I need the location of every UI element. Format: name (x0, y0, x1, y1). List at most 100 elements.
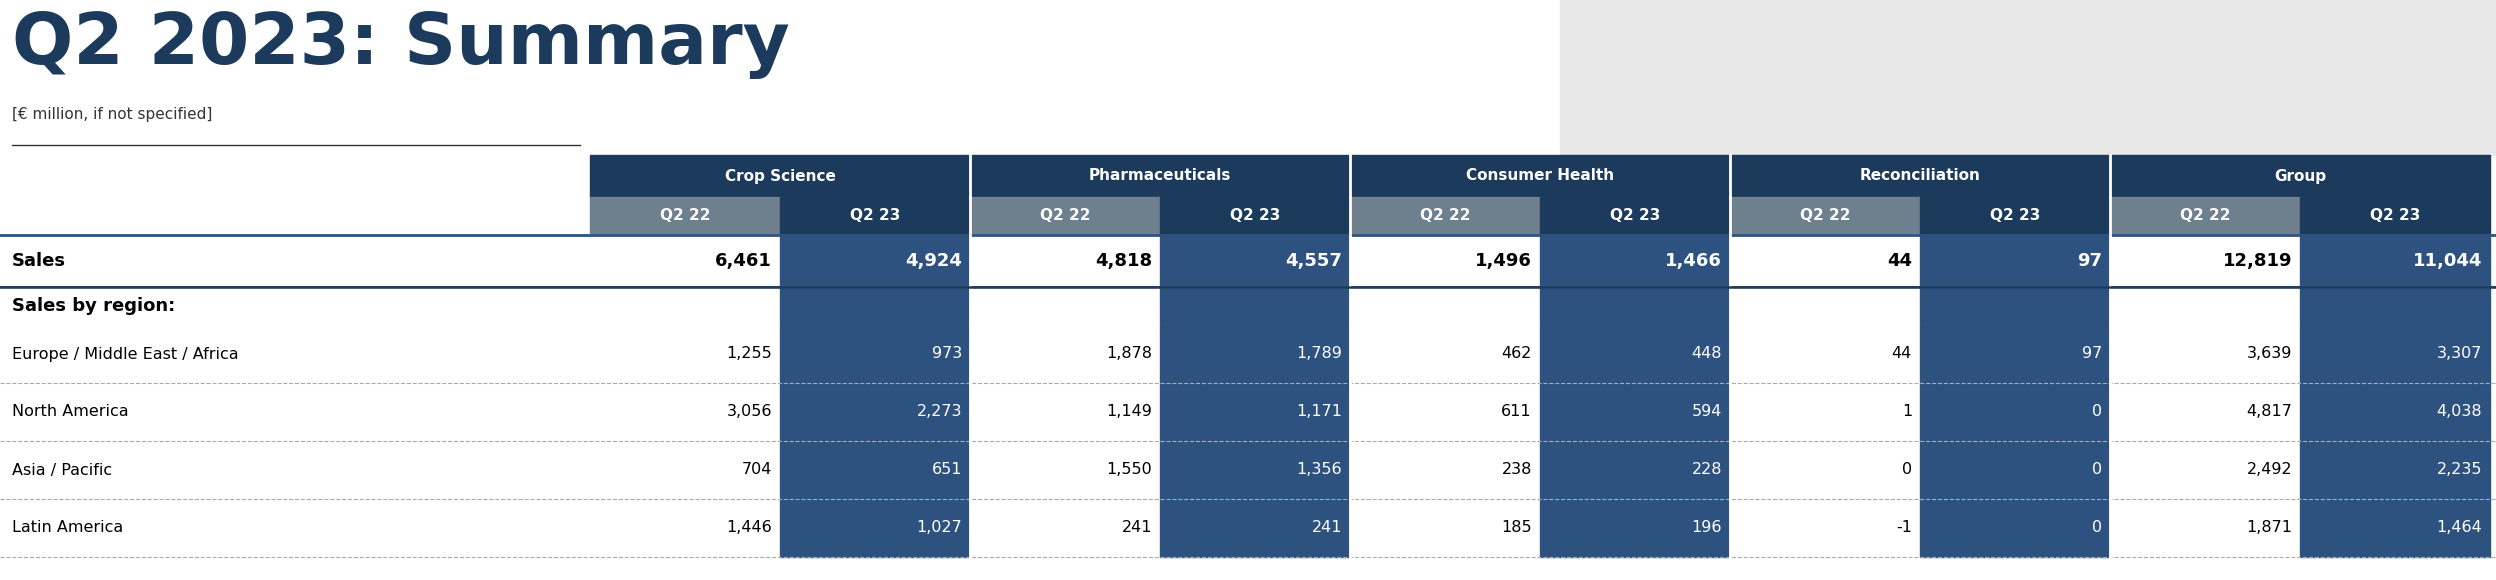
Text: 4,818: 4,818 (1096, 252, 1153, 270)
Bar (0, 325, 2496, 383)
Bar (1730, 383, 1919, 441)
Bar (779, 383, 971, 441)
Bar (2299, 325, 2491, 383)
Text: 0: 0 (1902, 462, 1912, 477)
Text: Q2 22: Q2 22 (1420, 208, 1470, 223)
Bar (1919, 499, 2109, 557)
Bar (1540, 499, 1730, 557)
Bar (2299, 499, 2491, 557)
Bar (779, 441, 971, 499)
Text: 651: 651 (931, 462, 961, 477)
Bar (1919, 325, 2109, 383)
Bar (779, 325, 971, 383)
Text: 1,496: 1,496 (1475, 252, 1533, 270)
Bar (2109, 499, 2299, 557)
Bar (2109, 197, 2299, 235)
Bar (0, 383, 2496, 441)
Bar (779, 197, 971, 235)
Bar (1540, 441, 1730, 499)
Bar (0, 235, 2496, 287)
Bar (2109, 383, 2299, 441)
Text: Reconciliation: Reconciliation (1860, 169, 1979, 183)
Text: 1,149: 1,149 (1106, 404, 1153, 419)
Text: Q2 23: Q2 23 (1610, 208, 1660, 223)
Bar (1161, 383, 1350, 441)
Text: Q2 22: Q2 22 (659, 208, 711, 223)
Text: 196: 196 (1692, 520, 1722, 535)
Text: 704: 704 (741, 462, 771, 477)
Bar (589, 325, 779, 383)
Text: 1,464: 1,464 (2436, 520, 2481, 535)
Bar (589, 287, 779, 325)
Text: 1,871: 1,871 (2246, 520, 2291, 535)
Bar (2109, 235, 2299, 287)
Bar (2109, 155, 2491, 197)
Bar (971, 235, 1161, 287)
Bar (1919, 235, 2109, 287)
Text: 4,924: 4,924 (906, 252, 961, 270)
Text: Q2 22: Q2 22 (2179, 208, 2231, 223)
Text: 4,557: 4,557 (1285, 252, 1343, 270)
Text: 241: 241 (1310, 520, 1343, 535)
Bar (1350, 499, 1540, 557)
Text: 97: 97 (2077, 252, 2102, 270)
Bar (1540, 325, 1730, 383)
Bar (779, 235, 971, 287)
Text: 1,255: 1,255 (726, 346, 771, 361)
Text: Latin America: Latin America (12, 520, 122, 535)
Bar (2299, 287, 2491, 325)
Bar (1919, 287, 2109, 325)
Text: Q2 23: Q2 23 (1231, 208, 1280, 223)
Text: Q2 22: Q2 22 (1041, 208, 1091, 223)
Bar (2299, 383, 2491, 441)
Bar (1350, 325, 1540, 383)
Bar (589, 441, 779, 499)
Bar (0, 441, 2496, 499)
Bar (1350, 383, 1540, 441)
Bar (1350, 155, 1730, 197)
Text: 2,235: 2,235 (2436, 462, 2481, 477)
Bar (589, 499, 779, 557)
Bar (1161, 287, 1350, 325)
Text: 1,466: 1,466 (1665, 252, 1722, 270)
Bar (1730, 235, 1919, 287)
Text: Q2 23: Q2 23 (849, 208, 901, 223)
Text: 1: 1 (1902, 404, 1912, 419)
Text: Pharmaceuticals: Pharmaceuticals (1088, 169, 1231, 183)
Bar (1730, 155, 2109, 197)
Bar (589, 197, 779, 235)
Text: -1: -1 (1897, 520, 1912, 535)
Text: 594: 594 (1692, 404, 1722, 419)
Text: 2,273: 2,273 (916, 404, 961, 419)
Bar (971, 287, 1161, 325)
Bar (971, 197, 1161, 235)
Bar (1161, 441, 1350, 499)
Bar (1161, 499, 1350, 557)
Text: 4,038: 4,038 (2436, 404, 2481, 419)
Text: 1,446: 1,446 (726, 520, 771, 535)
Text: Sales by region:: Sales by region: (12, 297, 175, 315)
Text: 0: 0 (2092, 404, 2102, 419)
Bar (2109, 325, 2299, 383)
Bar (1350, 197, 1540, 235)
Text: Q2 23: Q2 23 (1989, 208, 2039, 223)
Bar (1730, 287, 1919, 325)
Text: 3,307: 3,307 (2436, 346, 2481, 361)
Bar (1730, 197, 1919, 235)
Text: Consumer Health: Consumer Health (1465, 169, 1615, 183)
Text: 973: 973 (931, 346, 961, 361)
Text: 1,027: 1,027 (916, 520, 961, 535)
Bar (971, 383, 1161, 441)
Text: 611: 611 (1503, 404, 1533, 419)
Text: Asia / Pacific: Asia / Pacific (12, 462, 112, 477)
Bar (2299, 441, 2491, 499)
Bar (1730, 499, 1919, 557)
Bar (1730, 325, 1919, 383)
Bar (1560, 0, 2496, 155)
Text: 1,171: 1,171 (1295, 404, 1343, 419)
Text: Q2 23: Q2 23 (2369, 208, 2421, 223)
Bar (589, 383, 779, 441)
Text: Sales: Sales (12, 252, 65, 270)
Text: 44: 44 (1892, 346, 1912, 361)
Bar (1350, 287, 1540, 325)
